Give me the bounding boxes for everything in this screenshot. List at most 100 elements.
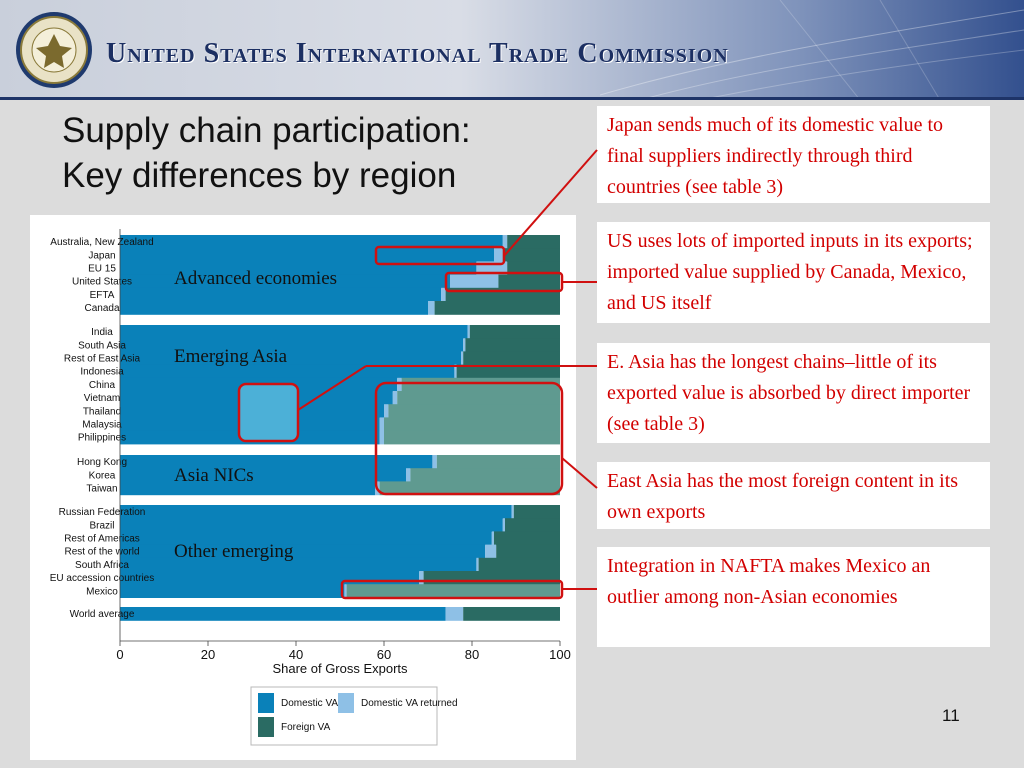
bar-domestic-va: [120, 571, 420, 585]
bar-domestic-va-returned: [450, 274, 499, 289]
x-tick-label: 20: [201, 647, 215, 662]
x-tick-label: 100: [549, 647, 571, 662]
bar-domestic-va: [120, 584, 345, 598]
bar-domestic-va: [120, 404, 384, 418]
bar-foreign-va: [463, 607, 560, 621]
category-label: World average: [70, 609, 135, 620]
bar-domestic-va: [120, 351, 461, 366]
category-label: Vietnam: [84, 393, 121, 404]
legend-swatch: [338, 693, 354, 713]
bar-foreign-va: [379, 481, 560, 496]
category-label: Rest of the world: [64, 547, 139, 558]
bar-domestic-va: [120, 235, 503, 249]
bar-domestic-va: [120, 364, 455, 379]
category-label: Rest of Americas: [64, 534, 140, 545]
bar-domestic-va-returned: [432, 455, 437, 469]
category-label: Taiwan: [86, 484, 117, 495]
category-label: Mexico: [86, 586, 118, 597]
callout-united-states: US uses lots of imported inputs in its e…: [597, 222, 990, 323]
category-label: United States: [72, 277, 132, 288]
category-label: Canada: [84, 303, 119, 314]
category-label: Thailand: [83, 406, 121, 417]
bar-foreign-va: [445, 287, 560, 302]
bar-domestic-va: [120, 531, 492, 546]
x-tick-label: 60: [377, 647, 391, 662]
bar-domestic-va: [120, 430, 380, 445]
bar-domestic-va-returned: [445, 607, 464, 621]
bar-foreign-va: [410, 468, 560, 482]
category-label: Hong Kong: [77, 457, 127, 468]
bar-foreign-va: [494, 531, 560, 546]
bar-domestic-va: [120, 287, 442, 302]
category-label: South Africa: [75, 560, 129, 571]
group-label: Asia NICs: [174, 465, 254, 486]
legend-swatch: [258, 717, 274, 737]
bar-domestic-va-returned: [502, 518, 505, 532]
bar-domestic-va: [120, 518, 503, 532]
bar-foreign-va: [465, 338, 560, 352]
bar-foreign-va: [478, 557, 560, 572]
organization-name: United States International Trade Commis…: [106, 38, 729, 69]
category-label: Philippines: [78, 433, 126, 444]
bar-domestic-va: [120, 274, 450, 289]
bar-foreign-va: [463, 351, 560, 366]
category-label: EFTA: [90, 290, 115, 301]
bar-foreign-va: [384, 430, 560, 445]
category-label: Rest of East Asia: [64, 354, 141, 365]
category-label: EU 15: [88, 264, 116, 275]
bar-domestic-va-returned: [476, 557, 479, 572]
bar-domestic-va: [120, 505, 512, 519]
group-label: Other emerging: [174, 541, 294, 562]
category-label: China: [89, 380, 116, 391]
category-label: India: [91, 327, 113, 338]
category-label: Malaysia: [82, 420, 122, 431]
header-banner: United States International Trade Commis…: [0, 0, 1024, 100]
bar-domestic-va: [120, 455, 433, 469]
bar-domestic-va: [120, 481, 376, 496]
category-label: Japan: [88, 250, 115, 261]
bar-foreign-va: [423, 571, 560, 585]
x-axis-title: Share of Gross Exports: [272, 661, 408, 676]
title-line-1: Supply chain participation:: [62, 111, 471, 150]
bar-domestic-va: [120, 607, 446, 621]
usitc-seal-icon: [16, 12, 92, 88]
bar-domestic-va: [120, 338, 464, 352]
bar-domestic-va-returned: [428, 301, 435, 315]
bar-domestic-va-returned: [485, 544, 497, 559]
bar-domestic-va: [120, 544, 486, 559]
category-label: Australia, New Zealand: [50, 237, 153, 248]
bar-domestic-va: [120, 468, 406, 482]
group-label: Advanced economies: [174, 268, 337, 289]
legend-swatch: [258, 693, 274, 713]
bar-foreign-va: [469, 325, 560, 339]
bar-domestic-va-returned: [406, 468, 411, 482]
bar-domestic-va-returned: [375, 481, 380, 496]
bar-foreign-va: [388, 404, 560, 418]
bar-foreign-va: [401, 377, 560, 392]
x-tick-label: 80: [465, 647, 479, 662]
title-line-2: Key differences by region: [62, 156, 457, 195]
bar-domestic-va-returned: [379, 417, 384, 432]
bar-domestic-va: [120, 325, 468, 339]
bar-domestic-va-returned: [441, 287, 446, 302]
bar-foreign-va: [456, 364, 560, 379]
slide-title: Supply chain participation: Key differen…: [62, 108, 592, 198]
bar-foreign-va: [436, 455, 560, 469]
bar-foreign-va: [507, 235, 560, 249]
bar-foreign-va: [498, 274, 560, 289]
bar-domestic-va-returned: [384, 404, 389, 418]
category-label: Brazil: [89, 520, 114, 531]
chart-panel: Australia, New Zealand Japan EU 15 United S…: [30, 215, 576, 760]
bar-domestic-va-returned: [419, 571, 424, 585]
bar-domestic-va: [120, 557, 477, 572]
legend-label: Foreign VA: [281, 722, 331, 733]
bar-domestic-va: [120, 417, 380, 432]
stacked-bar-chart: Australia, New Zealand Japan EU 15 United S…: [50, 229, 571, 746]
bar-domestic-va-returned: [344, 584, 347, 598]
x-tick-label: 40: [289, 647, 303, 662]
header-decoration: [600, 0, 1024, 97]
callout-nafta: Integration in NAFTA makes Mexico an out…: [597, 547, 990, 647]
category-label: Korea: [89, 470, 116, 481]
bar-domestic-va-returned: [463, 338, 466, 352]
bar-foreign-va: [505, 518, 560, 532]
